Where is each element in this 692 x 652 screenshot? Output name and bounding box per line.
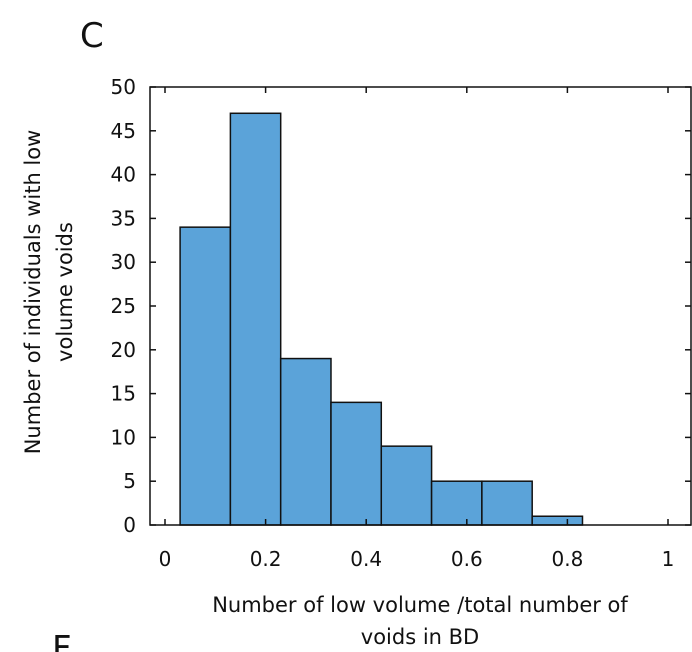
x-tick-label: 0.4 [350,547,382,571]
ticks-layer: 0 5 10 15 20 25 30 35 40 45 50 0 0.2 0.4 0.6 0.8 1 [111,75,691,571]
x-axis-label-line: Number of low volume /total number of [212,593,628,617]
y-tick-label: 40 [111,163,136,187]
bar [531,515,584,526]
y-axis-label-line: volume voids [53,222,77,362]
bar [481,480,533,526]
y-tick-label: 5 [123,469,136,493]
bar [279,357,332,526]
x-tick-label: 0 [159,547,172,571]
bar [430,480,483,526]
bars-layer [179,112,584,526]
x-tick-label: 0.2 [250,547,282,571]
y-tick-label: 0 [123,513,136,537]
x-axis-label: Number of low volume /total number of voi… [212,593,628,649]
next-panel-letter: F [52,629,72,652]
bar [330,401,383,526]
bar [380,445,433,526]
y-axis-label-line: Number of individuals with low [21,130,45,455]
bar [179,226,232,526]
y-tick-label: 20 [111,338,136,362]
x-tick-label: 1 [662,547,675,571]
bar [229,112,282,526]
y-tick-label: 30 [111,250,136,274]
y-tick-label: 25 [111,294,136,318]
y-tick-label: 15 [111,382,136,406]
y-tick-label: 45 [111,119,136,143]
y-tick-label: 10 [111,425,136,449]
y-tick-label: 35 [111,206,136,230]
y-axis-label: Number of individuals with low volume voi… [21,130,77,455]
x-axis-label-line: voids in BD [361,625,479,649]
x-tick-label: 0.6 [451,547,483,571]
x-tick-label: 0.8 [551,547,583,571]
panel-letter: C [80,16,104,56]
y-tick-label: 50 [111,75,136,99]
